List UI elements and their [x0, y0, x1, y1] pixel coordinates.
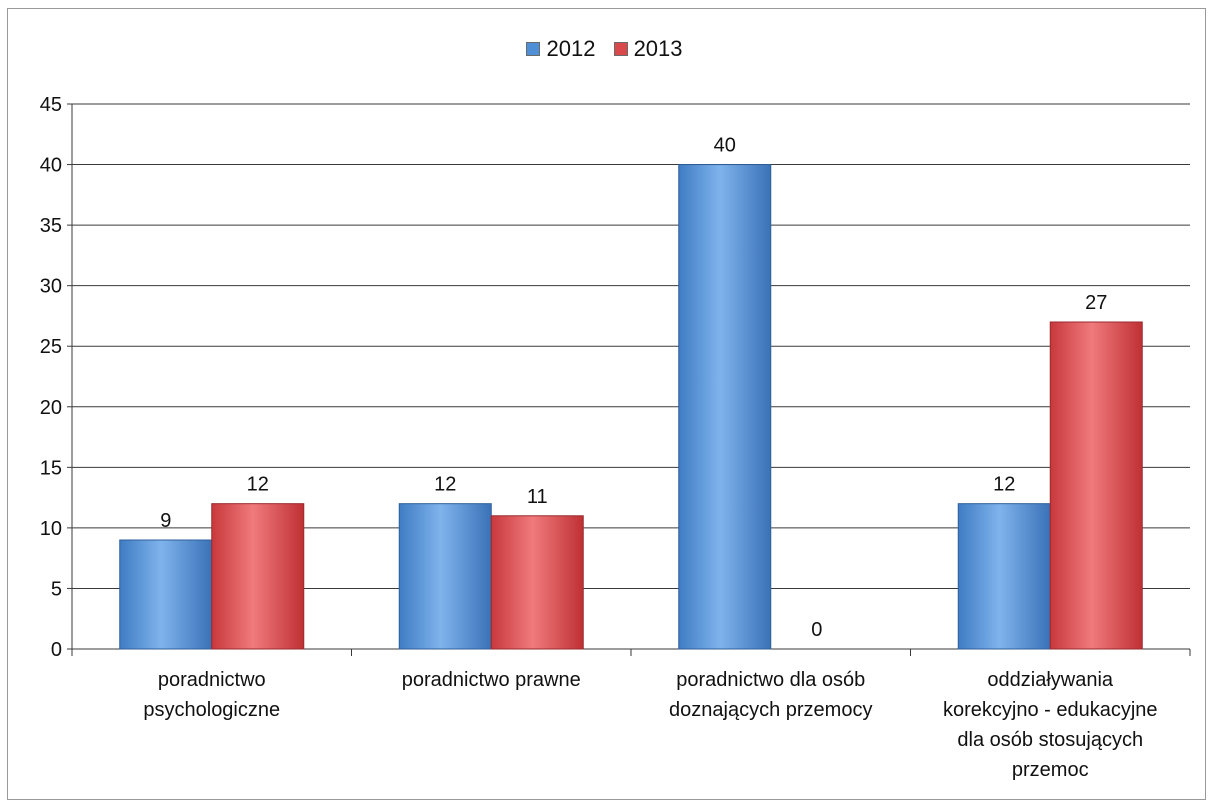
- x-category-label-3-line-3: przemoc: [1012, 759, 1089, 781]
- data-label-2012-3: 12: [993, 474, 1015, 496]
- data-label-2013-1: 11: [527, 486, 548, 508]
- y-tick-label-30: 30: [40, 276, 62, 298]
- y-tick-label-10: 10: [40, 518, 62, 540]
- legend-label-2012: 2012: [546, 36, 596, 61]
- bar-2012-3: [957, 503, 1051, 650]
- x-category-label-2-line-1: doznających przemocy: [669, 699, 872, 721]
- x-category-label-3-line-0: oddziaływania: [987, 669, 1114, 691]
- y-tick-label-5: 5: [51, 578, 62, 600]
- data-label-2012-1: 12: [434, 474, 456, 496]
- legend-item-2012: 2012: [526, 36, 595, 62]
- bar-2012-2: [678, 164, 772, 650]
- legend-swatch-2013: [613, 42, 628, 56]
- legend-label-2013: 2013: [633, 36, 683, 61]
- y-tick-label-40: 40: [40, 155, 62, 177]
- chart-legend: 2012 2013: [0, 36, 1209, 62]
- data-label-2013-3: 27: [1085, 292, 1107, 314]
- data-label-2013-2: 0: [811, 619, 822, 641]
- x-category-label-2-line-0: poradnictwo dla osób: [676, 669, 865, 691]
- x-category-label-0-line-1: psychologiczne: [143, 699, 280, 721]
- chart-frame: [7, 8, 1206, 800]
- bar-2012-1: [398, 503, 492, 650]
- x-category-label-3-line-2: dla osób stosujących: [957, 729, 1143, 751]
- y-tick-label-0: 0: [51, 639, 62, 661]
- y-tick-label-20: 20: [40, 397, 62, 419]
- y-tick-label-45: 45: [40, 94, 62, 116]
- bar-2013-0: [211, 503, 305, 650]
- data-label-2012-0: 9: [160, 510, 171, 532]
- y-tick-label-35: 35: [40, 215, 62, 237]
- y-tick-label-25: 25: [40, 336, 62, 358]
- data-label-2013-0: 12: [247, 474, 269, 496]
- y-tick-label-15: 15: [40, 457, 62, 479]
- x-category-label-0-line-0: poradnictwo: [158, 669, 266, 691]
- legend-swatch-2012: [526, 42, 541, 56]
- legend-item-2013: 2013: [613, 36, 683, 62]
- x-category-label-1-line-0: poradnictwo prawne: [402, 669, 581, 691]
- bar-2013-3: [1049, 321, 1143, 650]
- bar-2012-0: [119, 539, 213, 650]
- x-category-label-3-line-1: korekcyjno - edukacyjne: [943, 699, 1158, 721]
- data-label-2012-2: 40: [714, 135, 736, 157]
- bar-2013-1: [490, 515, 584, 650]
